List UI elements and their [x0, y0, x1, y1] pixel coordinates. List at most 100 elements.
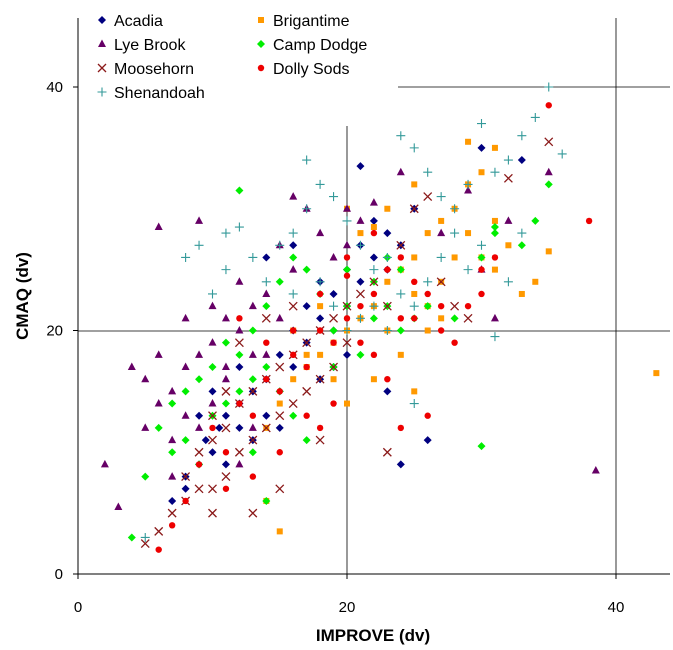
data-point-brigantime [532, 278, 539, 285]
data-point-moosehorn [355, 289, 365, 299]
data-point-lye-brook [262, 289, 271, 297]
data-point-moosehorn [194, 484, 204, 494]
data-point-brigantime [478, 169, 485, 176]
data-point-lye-brook [154, 350, 163, 358]
data-point-moosehorn [342, 338, 352, 348]
data-point-shenandoah [221, 228, 231, 238]
data-point-brigantime [411, 254, 418, 261]
data-point-brigantime [290, 376, 297, 383]
data-point-shenandoah [557, 149, 567, 159]
data-point-camp-dodge [168, 448, 177, 457]
data-point-lye-brook [464, 185, 473, 194]
data-point-dolly-sods [155, 546, 162, 553]
data-point-moosehorn [181, 472, 191, 482]
data-point-lye-brook [100, 459, 109, 468]
data-point-camp-dodge [423, 302, 432, 311]
data-point-acadia [262, 411, 271, 420]
data-point-moosehorn [315, 435, 325, 445]
x-axis-title: IMPROVE (dv) [316, 626, 430, 645]
data-point-acadia [316, 314, 325, 323]
data-point-moosehorn [342, 301, 352, 311]
data-point-camp-dodge [275, 277, 284, 286]
data-point-dolly-sods [276, 449, 283, 456]
data-point-brigantime [384, 205, 391, 212]
data-point-camp-dodge [369, 314, 378, 323]
data-point-acadia [369, 253, 378, 262]
data-point-lye-brook [127, 362, 136, 371]
data-point-brigantime [424, 230, 431, 237]
data-point-lye-brook [141, 423, 150, 431]
data-point-acadia [289, 363, 298, 372]
data-point-shenandoah [450, 204, 460, 214]
data-point-shenandoah [503, 155, 513, 165]
data-point-dolly-sods [545, 102, 552, 109]
data-point-moosehorn [302, 338, 312, 348]
data-point-dolly-sods [249, 412, 257, 419]
data-point-dolly-sods [384, 376, 391, 383]
data-point-lye-brook [221, 374, 230, 383]
data-point-camp-dodge [531, 216, 540, 225]
data-point-moosehorn [382, 301, 392, 311]
legend-label: Lye Brook [114, 37, 186, 54]
data-point-moosehorn [194, 447, 204, 457]
plot-frame [77, 18, 670, 575]
data-point-acadia [215, 423, 224, 432]
data-point-brigantime [438, 217, 445, 224]
data-point-camp-dodge [477, 253, 486, 262]
data-point-moosehorn [154, 526, 164, 536]
y-tick-label: 20 [46, 323, 63, 340]
data-point-acadia [396, 460, 405, 469]
data-point-shenandoah [463, 265, 473, 275]
data-point-acadia [289, 241, 298, 250]
data-point-camp-dodge [490, 223, 499, 232]
data-point-moosehorn [275, 362, 285, 372]
data-point-shenandoah [181, 252, 191, 262]
data-point-acadia [262, 253, 271, 262]
data-point-dolly-sods [316, 424, 324, 432]
data-point-brigantime [303, 351, 310, 358]
data-point-brigantime [317, 303, 324, 310]
data-point-shenandoah [423, 277, 433, 287]
data-point-brigantime [370, 224, 377, 231]
data-point-shenandoah [288, 289, 298, 299]
data-point-moosehorn [423, 192, 433, 202]
data-point-dolly-sods [491, 254, 499, 261]
data-point-dolly-sods [303, 412, 310, 419]
data-point-moosehorn [396, 240, 406, 250]
data-point-dolly-sods [209, 424, 216, 432]
data-point-camp-dodge [490, 229, 499, 238]
data-point-camp-dodge [329, 326, 338, 335]
axis-ticks: 0 20 40 0 20 40 [46, 79, 624, 616]
data-point-moosehorn [221, 386, 231, 396]
data-point-camp-dodge [262, 363, 271, 372]
data-point-dolly-sods [222, 485, 230, 492]
data-point-camp-dodge [221, 399, 230, 408]
data-point-shenandoah [450, 228, 460, 238]
data-point-shenandoah [409, 143, 419, 153]
data-point-shenandoah [463, 179, 473, 189]
legend-label: Moosehorn [114, 61, 194, 78]
data-point-camp-dodge [356, 350, 365, 359]
data-point-camp-dodge [181, 436, 190, 445]
data-point-dolly-sods [464, 302, 472, 310]
data-point-moosehorn [261, 313, 271, 323]
data-point-shenandoah [544, 82, 554, 92]
data-point-dolly-sods [397, 424, 404, 432]
data-point-lye-brook [181, 362, 190, 371]
data-point-brigantime [465, 230, 472, 237]
data-point-dolly-sods [357, 302, 364, 310]
data-point-brigantime [411, 388, 418, 395]
data-point-lye-brook [195, 216, 204, 224]
y-tick-label: 40 [46, 79, 63, 96]
data-point-camp-dodge [168, 399, 177, 408]
x-tick-label: 20 [339, 599, 356, 616]
data-point-dolly-sods [343, 272, 351, 279]
data-point-shenandoah [369, 265, 379, 275]
data-point-acadia [208, 448, 217, 457]
data-point-shenandoah [355, 313, 365, 323]
legend-marker [257, 64, 265, 72]
data-point-moosehorn [248, 386, 258, 396]
data-point-camp-dodge [544, 180, 553, 189]
x-tick-label: 40 [608, 599, 625, 616]
data-point-lye-brook [181, 313, 190, 322]
